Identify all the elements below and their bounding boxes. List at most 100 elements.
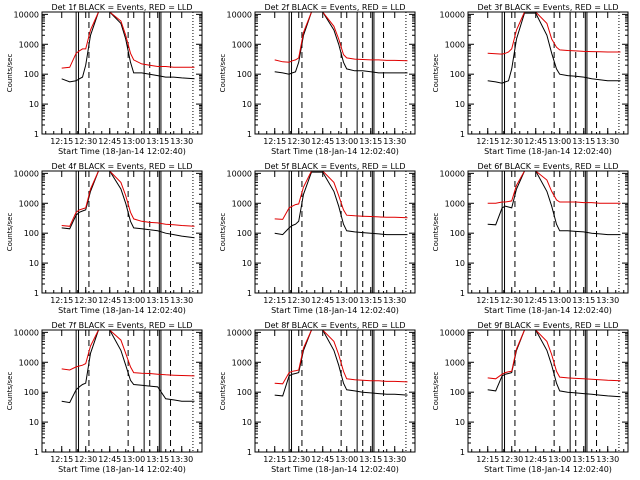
- x-tick-label: 12:45: [98, 455, 121, 464]
- x-tick-label: 13:00: [548, 296, 571, 305]
- plot-frame: [41, 170, 203, 294]
- x-tick-label: 13:15: [572, 296, 595, 305]
- y-tick-label: 100: [450, 388, 465, 397]
- y-tick-label: 1000: [19, 199, 39, 208]
- series-events: [61, 330, 195, 404]
- x-tick-label: 12:15: [50, 296, 73, 305]
- y-tick-label: 100: [237, 388, 252, 397]
- x-tick-label: 12:30: [500, 455, 523, 464]
- y-tick-label: 1000: [232, 199, 252, 208]
- series-lld: [487, 12, 621, 55]
- x-tick-label: 13:15: [146, 137, 169, 146]
- panel-det-6f: 1 10 100 1000 10000 12:15 12:30 12:45 13:00 13:15…: [432, 162, 629, 315]
- y-axis-label: Counts/sec: [219, 213, 227, 252]
- y-axis-label: Counts/sec: [432, 54, 440, 93]
- y-tick-label: 1: [460, 130, 465, 139]
- panel-title: Det 2f BLACK = Events, RED = LLD: [264, 3, 405, 12]
- y-tick-label: 10: [455, 418, 465, 427]
- y-axis-label: Counts/sec: [432, 372, 440, 411]
- x-tick-label: 13:15: [359, 137, 382, 146]
- series-events: [61, 171, 195, 239]
- x-axis-label: Start Time (18-Jan-14 12:02:40): [58, 306, 186, 315]
- x-tick-label: 12:30: [74, 455, 97, 464]
- x-tick-label: 13:15: [572, 137, 595, 146]
- series-events: [487, 12, 621, 84]
- series-lld: [487, 171, 621, 204]
- x-tick-label: 13:30: [170, 296, 193, 305]
- y-tick-label: 1: [34, 130, 39, 139]
- y-tick-label: 1000: [19, 358, 39, 367]
- x-tick-label: 13:00: [335, 455, 358, 464]
- x-tick-label: 12:45: [524, 137, 547, 146]
- x-tick-label: 13:00: [548, 455, 571, 464]
- y-tick-label: 1: [34, 289, 39, 298]
- y-tick-label: 10000: [440, 328, 465, 337]
- plot-frame: [467, 170, 629, 294]
- y-tick-label: 1000: [445, 199, 465, 208]
- panel-title: Det 7f BLACK = Events, RED = LLD: [51, 321, 192, 330]
- x-tick-label: 12:30: [287, 455, 310, 464]
- y-tick-label: 10000: [440, 10, 465, 19]
- panel-title: Det 4f BLACK = Events, RED = LLD: [51, 162, 192, 171]
- y-tick-label: 10: [242, 418, 252, 427]
- x-axis-label: Start Time (18-Jan-14 12:02:40): [484, 465, 612, 474]
- plot-frame: [254, 170, 416, 294]
- x-tick-label: 12:15: [263, 137, 286, 146]
- x-tick-label: 13:00: [122, 137, 145, 146]
- series-lld: [61, 171, 195, 227]
- x-tick-label: 13:15: [359, 296, 382, 305]
- y-tick-label: 1: [247, 130, 252, 139]
- x-tick-label: 12:30: [287, 137, 310, 146]
- series-events: [274, 330, 408, 397]
- y-tick-label: 10000: [227, 328, 252, 337]
- x-tick-label: 12:45: [98, 296, 121, 305]
- y-tick-label: 1000: [445, 358, 465, 367]
- panel-title: Det 1f BLACK = Events, RED = LLD: [51, 3, 192, 12]
- x-tick-label: 12:45: [311, 296, 334, 305]
- x-tick-label: 13:30: [383, 455, 406, 464]
- x-tick-label: 12:15: [476, 137, 499, 146]
- y-tick-label: 1: [460, 448, 465, 457]
- x-tick-label: 13:00: [122, 455, 145, 464]
- y-tick-label: 1: [247, 448, 252, 457]
- plot-frame: [254, 11, 416, 135]
- y-tick-label: 100: [24, 388, 39, 397]
- x-tick-label: 12:30: [500, 137, 523, 146]
- x-tick-label: 12:45: [524, 455, 547, 464]
- x-tick-label: 13:00: [335, 137, 358, 146]
- x-tick-label: 12:15: [263, 455, 286, 464]
- panel-det-9f: 1 10 100 1000 10000 12:15 12:30 12:45 13:00 13:15…: [432, 321, 629, 474]
- panel-title: Det 9f BLACK = Events, RED = LLD: [477, 321, 618, 330]
- x-tick-label: 12:30: [287, 296, 310, 305]
- y-tick-label: 10000: [440, 169, 465, 178]
- x-axis-label: Start Time (18-Jan-14 12:02:40): [484, 306, 612, 315]
- x-tick-label: 13:30: [596, 137, 619, 146]
- x-tick-label: 13:15: [146, 455, 169, 464]
- y-tick-label: 10: [29, 418, 39, 427]
- series-lld: [274, 171, 408, 220]
- x-tick-label: 13:15: [146, 296, 169, 305]
- x-tick-label: 12:30: [500, 296, 523, 305]
- y-tick-label: 100: [450, 70, 465, 79]
- x-tick-label: 13:15: [359, 455, 382, 464]
- series-lld: [61, 12, 195, 69]
- plot-frame: [41, 329, 203, 453]
- x-tick-label: 13:30: [596, 455, 619, 464]
- y-tick-label: 1: [34, 448, 39, 457]
- x-tick-label: 13:30: [170, 137, 193, 146]
- x-tick-label: 13:30: [383, 137, 406, 146]
- series-events: [61, 12, 195, 83]
- panel-det-7f: 1 10 100 1000 10000 12:15 12:30 12:45 13:00 13:15…: [6, 321, 203, 474]
- x-axis-label: Start Time (18-Jan-14 12:02:40): [271, 306, 399, 315]
- panel-det-2f: 1 10 100 1000 10000 12:15 12:30 12:45 13:00 13:15…: [219, 3, 416, 156]
- y-tick-label: 10: [455, 100, 465, 109]
- y-tick-label: 1000: [19, 40, 39, 49]
- x-tick-label: 13:00: [548, 137, 571, 146]
- y-tick-label: 10: [242, 100, 252, 109]
- x-tick-label: 12:45: [311, 137, 334, 146]
- x-tick-label: 12:15: [50, 137, 73, 146]
- x-tick-label: 12:15: [50, 455, 73, 464]
- y-tick-label: 10: [242, 259, 252, 268]
- y-axis-label: Counts/sec: [6, 54, 14, 93]
